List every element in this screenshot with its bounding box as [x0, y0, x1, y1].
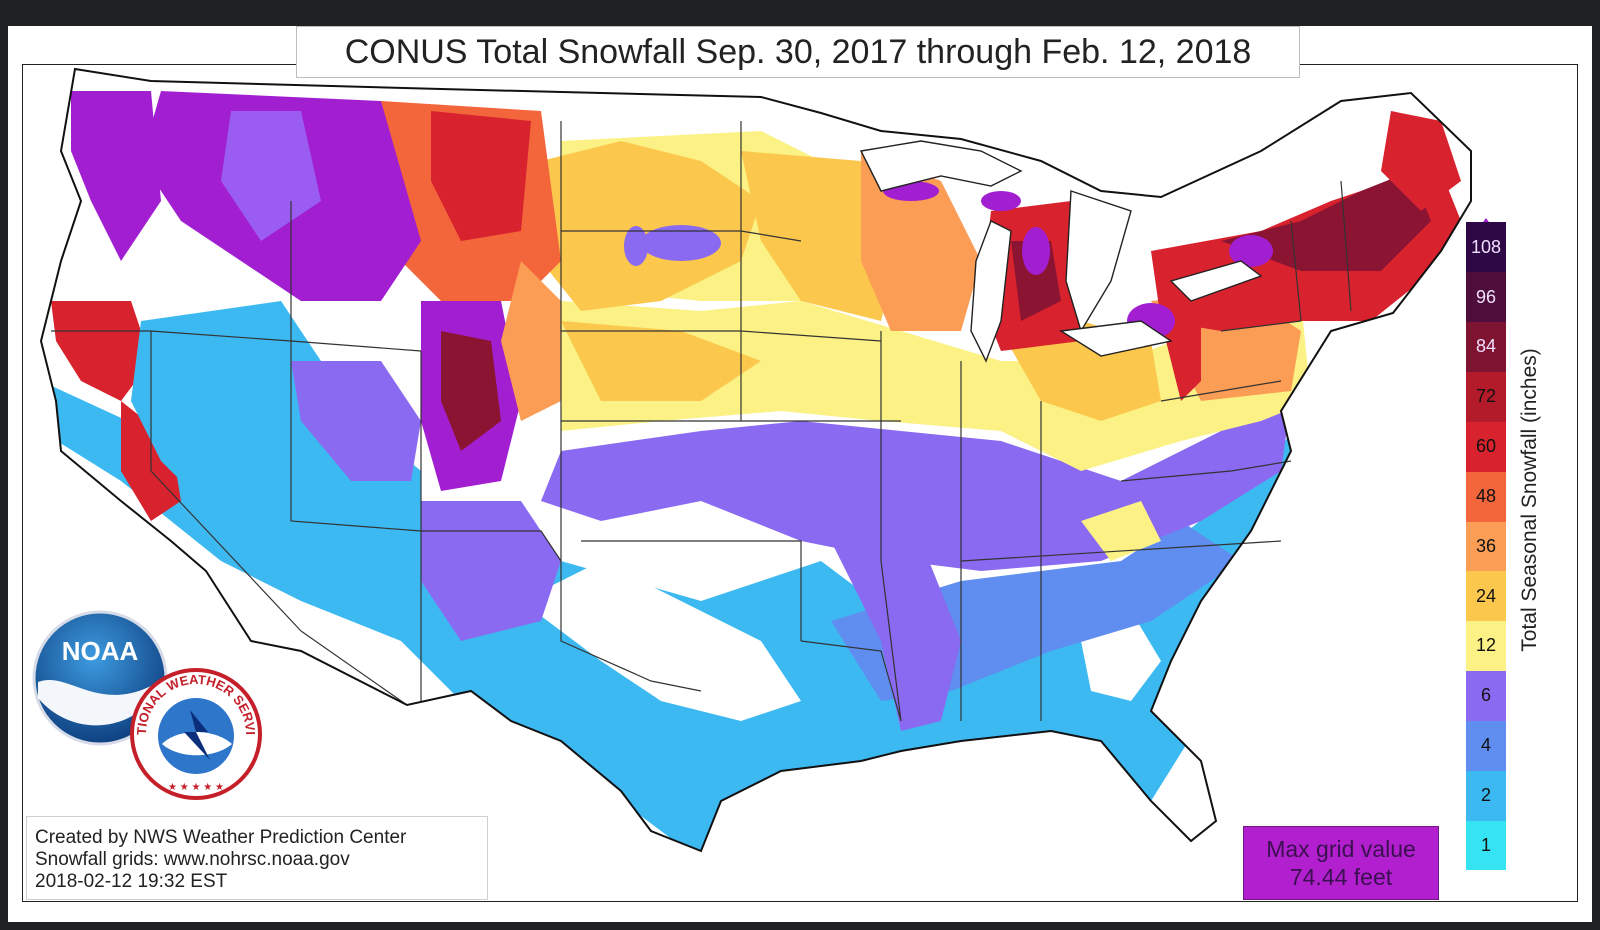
max-grid-value-box: Max grid value 74.44 feet	[1243, 826, 1439, 900]
svg-text:★ ★ ★ ★ ★: ★ ★ ★ ★ ★	[168, 782, 224, 793]
idaho-violet	[221, 111, 321, 241]
nebraska-gold	[561, 321, 761, 401]
dakotas-gold	[541, 141, 761, 311]
snowfall-colorbar: 1 2 4 6 12 24 36 48 60 72 84 96 108	[1466, 222, 1506, 871]
yellow-band	[561, 301, 1311, 471]
lake-michigan	[970, 220, 1012, 363]
state-border-line	[150, 331, 302, 632]
nm-violet	[421, 501, 561, 641]
coastline	[39, 67, 1472, 853]
map-title: CONUS Total Snowfall Sep. 30, 2017 throu…	[296, 26, 1300, 78]
sd-violet-spot	[641, 225, 721, 261]
state-border-line	[1120, 460, 1292, 482]
texas-white	[521, 561, 801, 721]
colorbar-level-6: 6	[1466, 670, 1506, 721]
maine-red	[1381, 111, 1461, 211]
noaa-logo: NOAA	[32, 610, 168, 746]
colorbar-level-60: 60	[1466, 421, 1506, 472]
state-border-line	[1290, 220, 1302, 322]
colorbar-level-48: 48	[1466, 471, 1506, 522]
utah-violet	[291, 361, 421, 481]
state-border-line	[1160, 380, 1282, 402]
credits-box: Created by NWS Weather Prediction Center…	[26, 816, 488, 900]
pa-red	[1161, 311, 1201, 401]
colorbar-level-108: 108	[1466, 222, 1506, 273]
colorbar-level-96: 96	[1466, 271, 1506, 323]
nws-logo: NATIONAL WEATHER SERVICE ★ ★ ★ ★ ★	[128, 666, 262, 800]
map-canvas	[39, 67, 1472, 853]
credits-line-2: Snowfall grids: www.nohrsc.noaa.gov	[35, 849, 350, 870]
sierra-red	[51, 301, 151, 401]
adirondack-snowbelt	[1229, 235, 1273, 267]
snowfall-map	[22, 64, 1578, 902]
state-border-line	[960, 540, 1282, 562]
colorbar-level-2: 2	[1466, 770, 1506, 821]
non-conus-area	[859, 140, 1263, 363]
upper-michigan-snowbelt	[981, 191, 1021, 211]
max-grid-label: Max grid value	[1266, 836, 1416, 862]
state-border-line	[560, 561, 702, 692]
state-border-line	[880, 331, 902, 722]
colorbar-level-84: 84	[1466, 321, 1506, 373]
credits-line-3: 2018-02-12 19:32 EST	[35, 871, 228, 892]
colorbar-level-24: 24	[1466, 570, 1506, 622]
noaa-logo-text: NOAA	[62, 636, 139, 666]
colorbar-label: Total Seasonal Snowfall (inches)	[1518, 348, 1541, 652]
colorbar-level-36: 36	[1466, 521, 1506, 572]
credits-line-1: Created by NWS Weather Prediction Center	[35, 827, 407, 848]
colorbar-level-1: 1	[1466, 820, 1506, 871]
cascades-magenta	[71, 91, 161, 261]
northeast-maroon	[1221, 171, 1431, 271]
front-range-orange	[501, 261, 561, 421]
appalachian-yellow	[1081, 501, 1161, 561]
state-border-line	[581, 540, 802, 641]
lake-ontario	[1169, 260, 1263, 302]
colorado-maroon	[441, 331, 501, 451]
state-boundaries	[39, 67, 1472, 853]
lake-huron	[1065, 190, 1132, 333]
colorbar-level-72: 72	[1466, 371, 1506, 422]
state-border-line	[1220, 320, 1302, 332]
sd-violet-spot-2	[624, 226, 648, 266]
lake-erie	[1058, 320, 1173, 357]
mississippi-violet	[821, 521, 961, 731]
state-border-line	[51, 330, 422, 352]
colorbar-level-4: 4	[1466, 720, 1506, 771]
state-border-line	[800, 640, 902, 722]
colorbar-level-12: 12	[1466, 620, 1506, 672]
montana-red	[431, 111, 531, 241]
lake-superior	[859, 140, 1023, 192]
lake-michigan-snowbelt	[1022, 227, 1050, 275]
state-border-line	[1340, 180, 1352, 312]
max-grid-value: 74.44 feet	[1289, 864, 1393, 890]
